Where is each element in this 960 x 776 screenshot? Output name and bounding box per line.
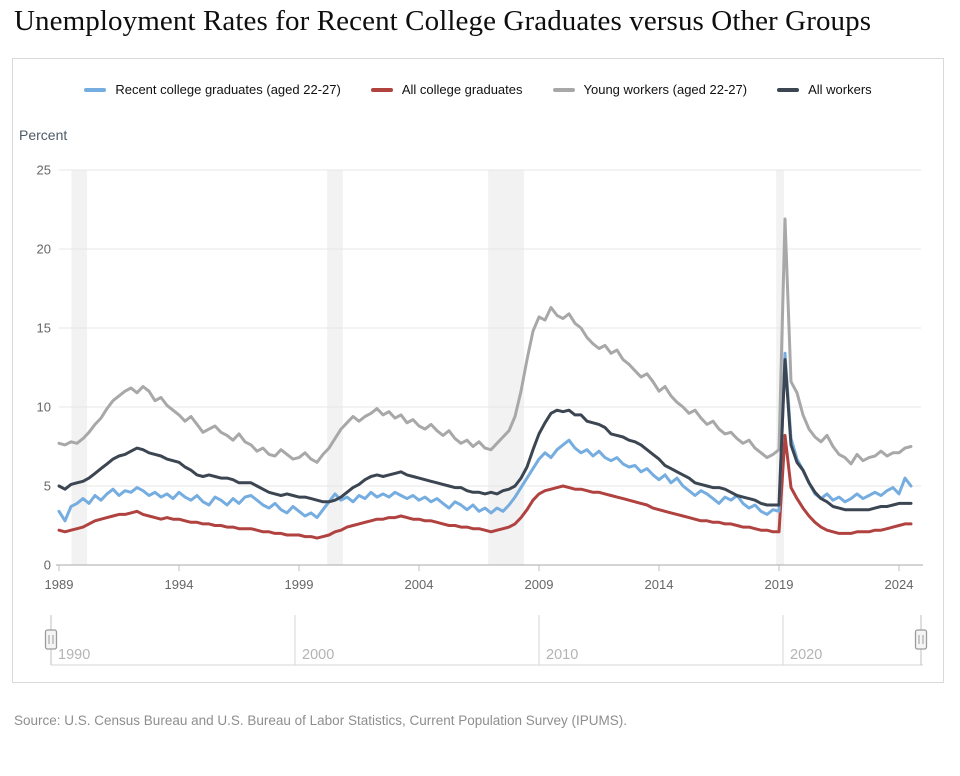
y-tick-label: 20 bbox=[37, 242, 51, 257]
series-line-young-workers-aged-22-27 bbox=[57, 217, 913, 466]
navigator-tick-label: 2020 bbox=[790, 647, 822, 663]
legend-item-young-workers-aged-22-27[interactable]: Young workers (aged 22-27) bbox=[552, 82, 748, 98]
x-tick-label: 2014 bbox=[645, 577, 674, 592]
page-title: Unemployment Rates for Recent College Gr… bbox=[14, 5, 872, 37]
navigator-tick-label: 2000 bbox=[302, 647, 334, 663]
series-line-recent-college-graduates-aged-22-27 bbox=[57, 351, 913, 523]
x-tick-label: 1994 bbox=[165, 577, 194, 592]
legend-item-label: Young workers (aged 22-27) bbox=[583, 82, 748, 98]
series-line-all-workers bbox=[57, 358, 913, 512]
recession-band bbox=[71, 170, 88, 566]
legend-marker-icon bbox=[552, 87, 575, 92]
x-tick-label: 1989 bbox=[45, 577, 74, 592]
y-tick-label: 10 bbox=[37, 400, 51, 415]
x-tick-label: 1999 bbox=[285, 577, 314, 592]
y-tick-label: 15 bbox=[37, 321, 51, 336]
x-tick-label: 2019 bbox=[765, 577, 794, 592]
recession-band bbox=[327, 170, 343, 566]
y-tick-label: 5 bbox=[44, 479, 51, 494]
legend-item-recent-college-graduates-aged-22-27[interactable]: Recent college graduates (aged 22-27) bbox=[84, 82, 341, 98]
chart-legend: Recent college graduates (aged 22-27) All… bbox=[13, 82, 943, 97]
legend-item-label: All college graduates bbox=[401, 82, 523, 98]
legend-item-label: All workers bbox=[808, 82, 872, 98]
navigator-tick-label: 2010 bbox=[546, 647, 578, 663]
legend-item-all-college-graduates[interactable]: All college graduates bbox=[370, 82, 523, 98]
legend-marker-icon bbox=[777, 87, 800, 92]
x-tick-label: 2004 bbox=[405, 577, 434, 592]
navigator-tick-label: 1990 bbox=[58, 647, 90, 663]
x-tick-label: 2009 bbox=[525, 577, 554, 592]
navigator-handle-right[interactable] bbox=[914, 629, 928, 650]
navigator-handle-left[interactable] bbox=[44, 629, 58, 650]
legend-marker-icon bbox=[84, 87, 107, 92]
recession-band bbox=[488, 170, 525, 566]
y-tick-label: 25 bbox=[37, 163, 51, 178]
legend-marker-icon bbox=[370, 87, 393, 92]
y-tick-label: 0 bbox=[44, 558, 51, 573]
y-axis-title: Percent bbox=[19, 127, 68, 144]
legend-item-all-workers[interactable]: All workers bbox=[777, 82, 872, 97]
series-line-all-college-graduates bbox=[57, 433, 913, 540]
x-tick-label: 2024 bbox=[885, 577, 914, 592]
chart-svg: 1989 1994 1999 2004 2009 2014 2019 2024 0 5 10 15 20… bbox=[37, 163, 928, 666]
legend-item-label: Recent college graduates (aged 22-27) bbox=[115, 82, 341, 98]
chart-panel: Recent college graduates (aged 22-27) All… bbox=[12, 58, 944, 684]
source-note: Source: U.S. Census Bureau and U.S. Bure… bbox=[14, 713, 628, 729]
